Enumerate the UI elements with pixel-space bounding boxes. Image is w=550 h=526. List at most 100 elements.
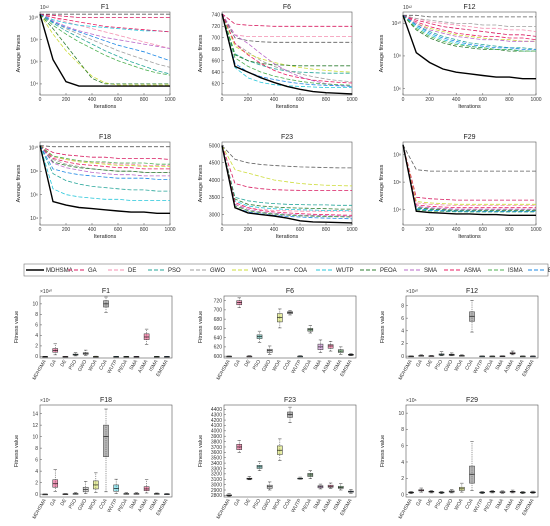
x-tick-label: PEOA	[117, 358, 129, 374]
x-tick-label: ASMA	[137, 497, 150, 513]
boxplot-panel-F12: F12 Fitness value ×10¹⁰ 0 2 4 6 8 MDHSMA GA DE PSOG…	[380, 288, 539, 381]
y-tick-label: 10⁶	[30, 60, 38, 66]
legend-label-isma: ISMA	[508, 268, 523, 274]
series-line-coa	[221, 145, 352, 169]
series-line-pso	[39, 145, 170, 192]
x-tick-label: MDHSMA	[31, 497, 48, 520]
convergence-panel-F23: F23 Iterations Average fitness 0 200 400 600 80…	[198, 134, 358, 240]
legend-label-gwo: GWO	[210, 268, 225, 274]
panel-title: F23	[281, 134, 293, 141]
x-axis-label: Iterations	[94, 234, 117, 240]
y-tick-label: 660	[212, 58, 221, 64]
x-tick-label: 600	[114, 227, 123, 233]
x-tick-label: GA	[49, 358, 58, 368]
y-tick-label: 2	[35, 344, 38, 350]
x-tick-label: 600	[296, 227, 305, 233]
series-line-sma	[39, 13, 171, 49]
series-line-asma	[39, 13, 171, 33]
y-axis-label: Average fitness	[16, 34, 22, 72]
x-tick-label: PEOA	[483, 358, 495, 374]
series-line-de	[402, 144, 536, 207]
x-tick-label: COA	[282, 497, 293, 510]
panel-title: F29	[463, 134, 475, 141]
x-tick-label: 400	[88, 227, 97, 233]
y-tick-label: 10¹⁰	[29, 15, 38, 21]
y-tick-label: 10⁶	[30, 192, 38, 198]
x-tick-label: 800	[140, 97, 149, 103]
x-tick-label: DE	[59, 358, 68, 368]
y-axis-label: Average fitness	[198, 164, 204, 202]
x-tick-label: PSO	[434, 359, 445, 371]
y-tick-label: 3400	[211, 461, 222, 467]
plot-frame	[221, 11, 353, 96]
y-tick-label: 0	[401, 492, 404, 498]
legend-label-sma: SMA	[424, 268, 437, 274]
x-tick-label: ASMA	[503, 358, 516, 374]
x-tick-label: 600	[479, 227, 488, 233]
series-line-wutp	[39, 13, 171, 33]
box-woa	[277, 313, 283, 323]
x-tick-label: 1000	[530, 227, 541, 233]
series-line-peoa	[39, 145, 170, 173]
convergence-panel-F12: F12 Iterations Average fitness 10¹² 0 200 400 6…	[379, 4, 542, 110]
x-tick-label: 800	[322, 97, 331, 103]
convergence-panel-F6: F6 Iterations Average fitness 0 200 400 600 800…	[198, 4, 358, 110]
series-line-gwo	[402, 144, 536, 211]
x-tick-label: 200	[244, 97, 253, 103]
x-tick-label: ISMA	[332, 497, 344, 511]
y-tick-label: 10⁸	[393, 54, 401, 60]
x-tick-label: MDHSMA	[397, 358, 414, 381]
x-tick-label: WOA	[87, 358, 99, 372]
plot-frame	[39, 141, 171, 226]
exponent-label: ×10¹⁰	[406, 289, 418, 295]
y-tick-label: 3200	[211, 472, 222, 478]
x-tick-label: 0	[39, 97, 42, 103]
x-tick-label: GWO	[77, 359, 89, 373]
y-tick-label: 4300	[211, 412, 222, 418]
y-tick-label: 10	[32, 302, 38, 308]
x-tick-label: 1000	[346, 227, 357, 233]
series-line-woa	[39, 145, 170, 167]
y-tick-label: 700	[214, 308, 223, 314]
y-tick-label: 6	[35, 457, 38, 463]
x-tick-label: 0	[402, 227, 405, 233]
x-tick-label: GA	[233, 358, 242, 368]
y-tick-label: 2800	[211, 493, 222, 499]
series-line-emsma	[39, 145, 170, 180]
y-tick-label: 4	[401, 460, 404, 466]
x-tick-label: GA	[415, 358, 424, 368]
x-tick-label: 1000	[530, 97, 541, 103]
x-tick-label: WOA	[453, 497, 465, 511]
y-tick-label: 4	[35, 333, 38, 339]
x-tick-label: 0	[221, 227, 224, 233]
x-tick-label: PSO	[252, 498, 263, 510]
y-tick-label: 8	[35, 312, 38, 318]
y-tick-label: 4000	[209, 178, 220, 184]
x-tick-label: 200	[62, 97, 71, 103]
x-tick-label: 200	[425, 97, 434, 103]
panel-title: F18	[100, 397, 112, 404]
panel-title: F1	[101, 4, 109, 11]
x-tick-label: 400	[452, 227, 461, 233]
boxplot-panel-F6: F6 Fitness value 600 620 640 660 680 700 720 MDHS…	[198, 288, 357, 381]
x-tick-label: WOA	[87, 497, 99, 511]
series-line-coa	[403, 14, 536, 18]
y-axis-label: Average fitness	[379, 34, 385, 72]
x-axis-label: Iterations	[458, 234, 481, 240]
x-tick-label: PEOA	[117, 497, 129, 513]
y-tick-label: 0	[35, 354, 38, 360]
series-line-isma	[402, 144, 536, 213]
legend-label-coa: COA	[294, 268, 307, 274]
series-line-ga	[221, 13, 352, 27]
x-tick-label: GWO	[77, 498, 89, 512]
x-tick-label: MDHSMA	[215, 358, 232, 381]
x-tick-label: PSO	[68, 359, 79, 371]
y-tick-label: 10⁶	[393, 180, 401, 186]
x-tick-label: COA	[464, 358, 475, 371]
y-tick-label: 660	[214, 326, 223, 332]
y-tick-label: 2	[401, 341, 404, 347]
series-line-coa	[221, 13, 352, 43]
x-tick-label: PSO	[434, 498, 445, 510]
x-tick-label: GA	[415, 497, 424, 507]
y-tick-label: 4	[35, 469, 38, 475]
